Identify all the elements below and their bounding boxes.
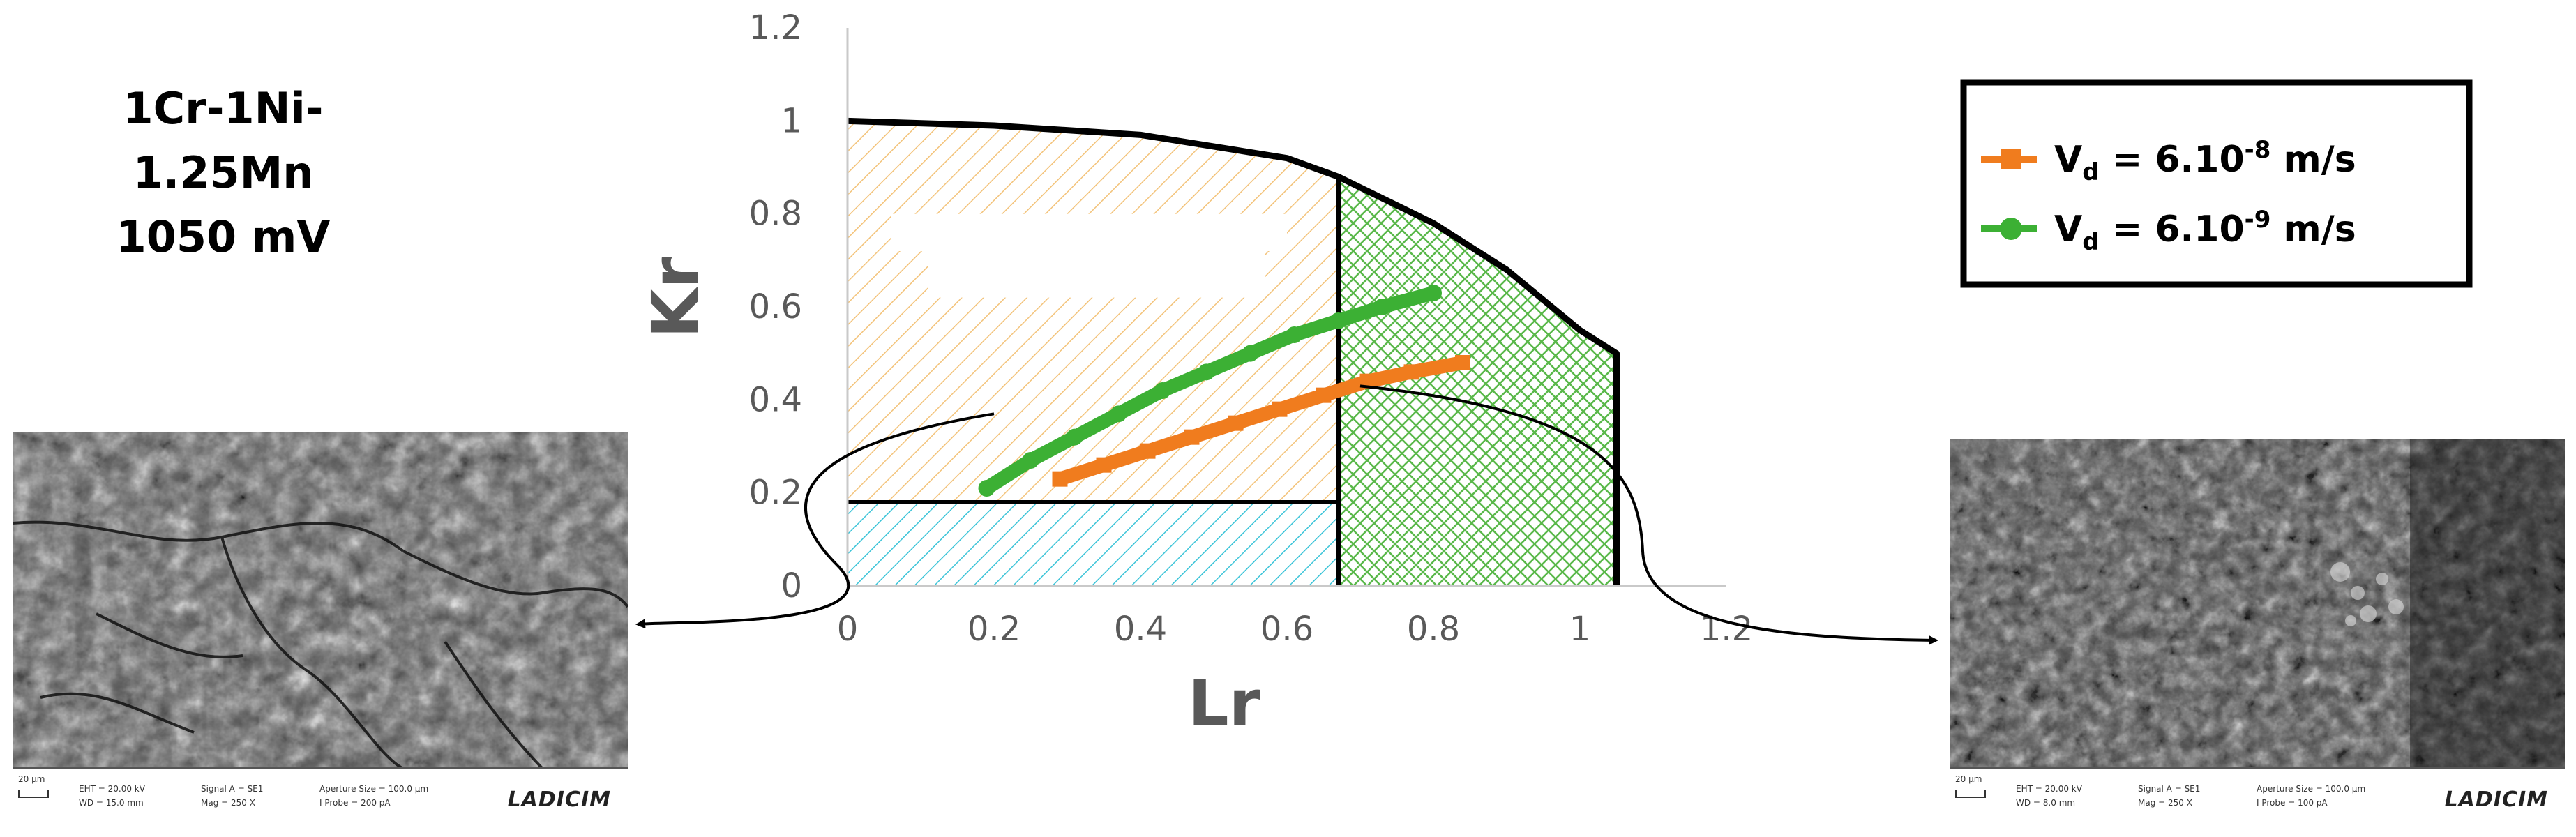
legend-label: Vd = 6.10-9 m/s	[2054, 206, 2356, 256]
data-point	[1330, 312, 1347, 329]
fracture-surface-image	[1950, 439, 2565, 769]
y-tick-label: 0.8	[749, 195, 802, 234]
mag-value: Mag = 250 X	[201, 798, 255, 808]
data-point	[1286, 326, 1303, 343]
x-axis-label: Lr	[1188, 666, 1261, 741]
sem-micrograph-left: 20 µm EHT = 20.00 kV WD = 15.0 mm Signal…	[13, 432, 628, 823]
aperture-value: Aperture Size = 100.0 µm	[2257, 784, 2366, 794]
signal-value: Signal A = SE1	[2138, 784, 2201, 794]
regions	[848, 121, 1617, 587]
alloy-composition: 1Cr-1Ni-1.25Mn	[123, 83, 324, 198]
probe-value: I Probe = 100 pA	[2257, 798, 2328, 808]
legend-marker	[2000, 218, 2022, 240]
x-tick-label: 0.4	[1114, 610, 1167, 649]
y-tick-label: 1.2	[749, 8, 802, 47]
wd-value: WD = 8.0 mm	[2016, 798, 2076, 808]
x-tick-label: 0.6	[1260, 610, 1313, 649]
legend-label: Vd = 6.10-8 m/s	[2054, 136, 2356, 186]
data-point	[978, 480, 995, 497]
series-line	[1053, 356, 1470, 486]
y-tick-label: 0.4	[749, 380, 802, 419]
data-point	[1228, 415, 1244, 431]
data-point	[1052, 471, 1068, 487]
data-point	[1198, 363, 1215, 381]
y-tick-label: 0.6	[749, 287, 802, 326]
series-2	[978, 285, 1442, 497]
region-bottom	[848, 502, 1339, 586]
mask-box	[891, 213, 1287, 251]
region-upper-left	[848, 121, 1339, 503]
y-tick-label: 0	[781, 566, 802, 605]
scale-bar-label: 20 µm	[18, 774, 45, 784]
data-point	[1272, 401, 1288, 417]
legend-box	[1960, 79, 2473, 288]
data-point	[1140, 443, 1156, 459]
y-tick-label: 0.2	[749, 474, 802, 513]
arrow-to-left-image	[635, 412, 995, 629]
series	[978, 285, 1470, 497]
y-axis-label: Kr	[638, 257, 713, 338]
wd-value: WD = 15.0 mm	[79, 798, 144, 808]
data-point	[1316, 387, 1332, 403]
region-right	[1338, 176, 1617, 587]
legend-marker	[2001, 149, 2021, 169]
scale-bar	[18, 790, 49, 798]
alloy-label: 1Cr-1Ni-1.25Mn 1050 mV	[42, 77, 405, 269]
x-tick-label: 0	[837, 610, 859, 649]
data-point	[1022, 452, 1039, 469]
mag-value: Mag = 250 X	[2138, 798, 2192, 808]
potential-value: 1050 mV	[116, 211, 331, 262]
lab-logo: LADICIM	[507, 787, 611, 812]
aperture-value: Aperture Size = 100.0 µm	[319, 784, 429, 794]
data-point	[1455, 355, 1470, 370]
arrow-to-right-image	[1359, 384, 1938, 645]
series-1	[1052, 355, 1470, 487]
sem-micrograph-right: 20 µm EHT = 20.00 kV WD = 8.0 mm Signal …	[1950, 439, 2565, 823]
signal-value: Signal A = SE1	[201, 784, 264, 794]
lab-logo: LADICIM	[2444, 787, 2548, 812]
failure-assessment-curve	[847, 117, 1620, 586]
eht-value: EHT = 20.00 kV	[79, 784, 145, 794]
eht-value: EHT = 20.00 kV	[2016, 784, 2082, 794]
sem-info-bar: 20 µm EHT = 20.00 kV WD = 15.0 mm Signal…	[13, 767, 628, 823]
data-point	[1096, 457, 1112, 473]
y-tick-label: 1	[781, 101, 802, 140]
scale-bar	[1955, 790, 1986, 798]
mask-box	[928, 251, 1265, 298]
data-point	[1373, 299, 1391, 315]
x-tick-label: 0.8	[1407, 610, 1460, 649]
data-point	[1242, 345, 1259, 362]
legend: Vd = 6.10-8 m/s Vd = 6.10-9 m/s	[1960, 79, 2473, 288]
x-tick-label: 0.2	[967, 610, 1020, 649]
callout-arrows	[635, 384, 1938, 645]
fracture-surface-image	[13, 432, 628, 769]
data-point	[1110, 405, 1127, 423]
scale-bar-label: 20 µm	[1955, 774, 1982, 784]
data-point	[1184, 429, 1200, 445]
x-tick-label: 1	[1569, 610, 1591, 649]
probe-value: I Probe = 200 pA	[319, 798, 391, 808]
data-point	[1154, 382, 1171, 399]
data-point	[1425, 285, 1442, 301]
sem-info-bar: 20 µm EHT = 20.00 kV WD = 8.0 mm Signal …	[1950, 767, 2565, 823]
data-point	[1066, 428, 1083, 446]
data-point	[1403, 364, 1419, 380]
